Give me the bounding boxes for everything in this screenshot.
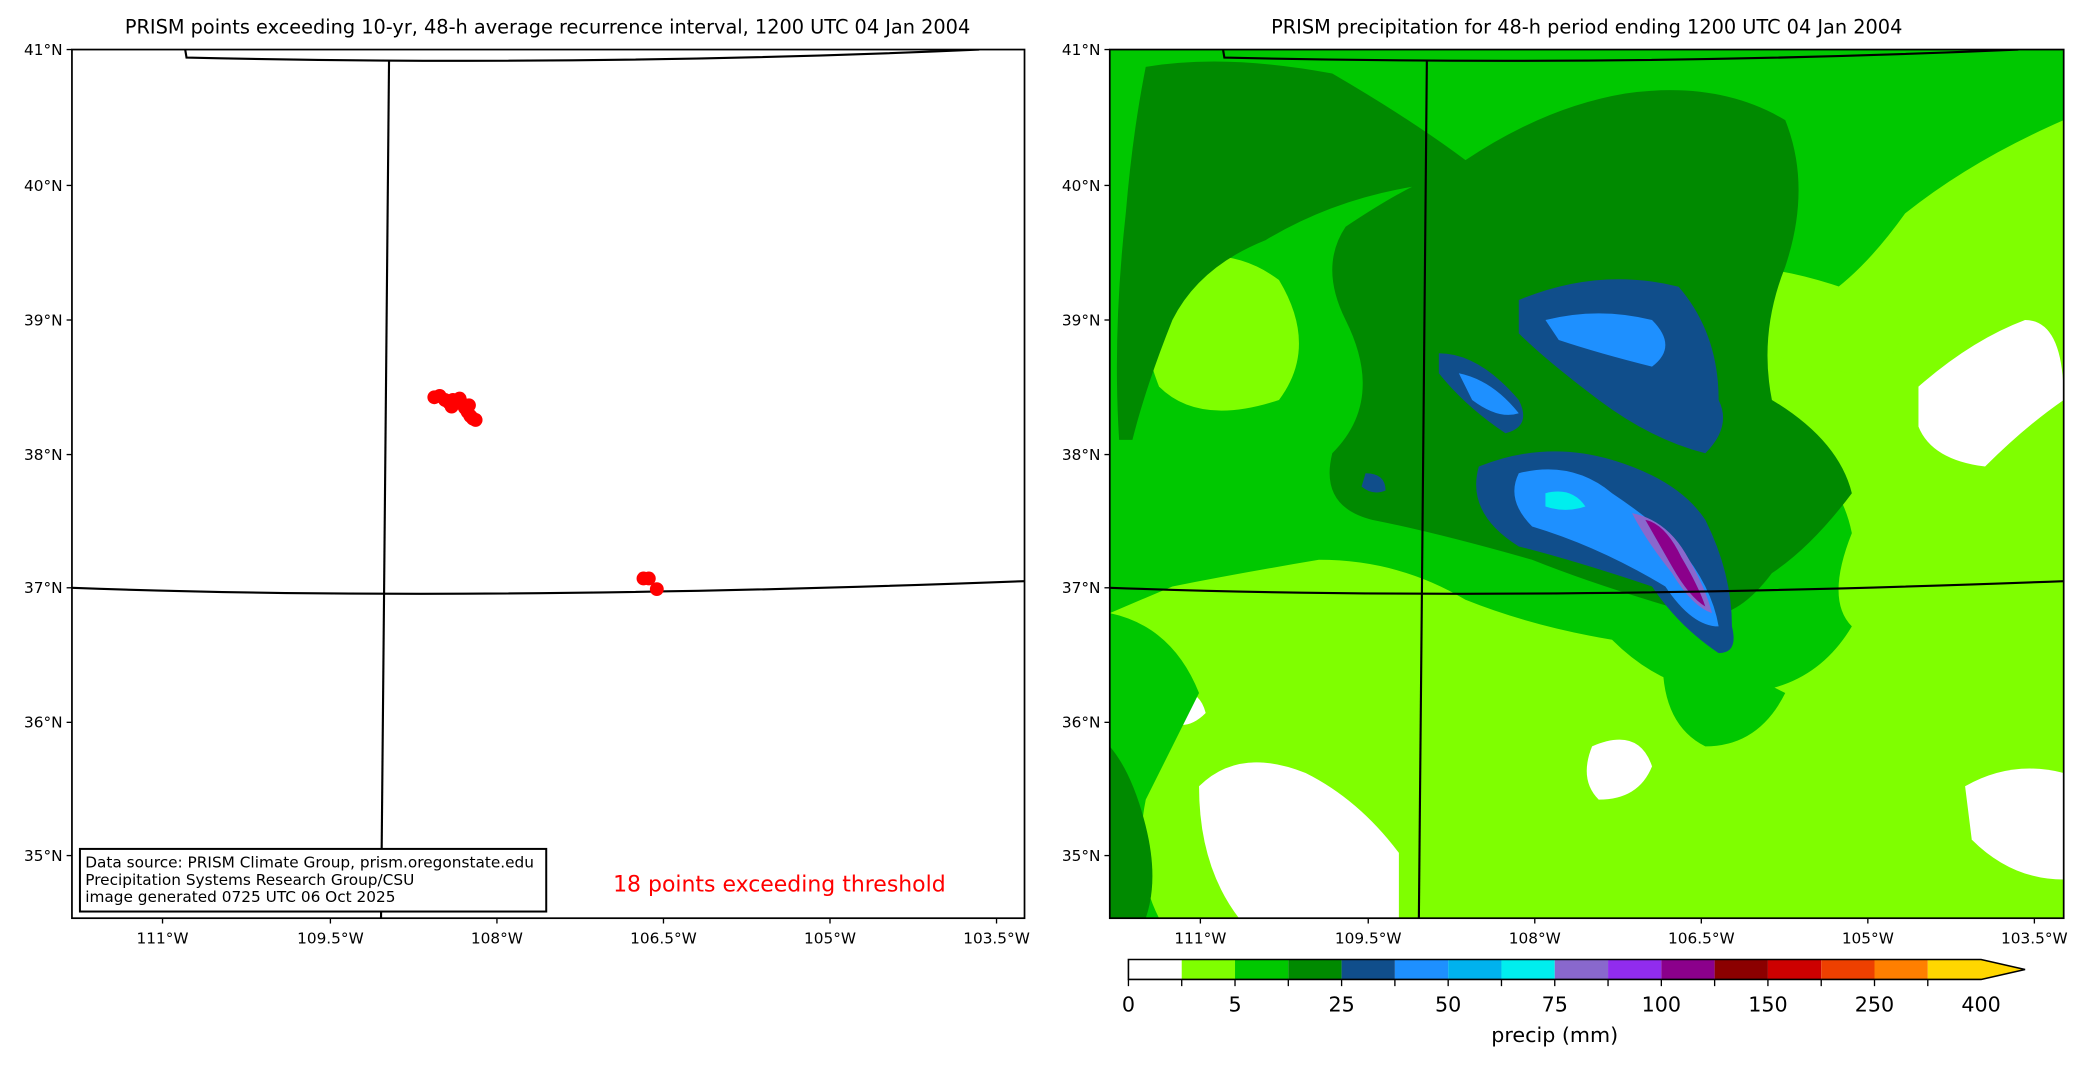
colorbar-segment <box>1874 959 1928 980</box>
source-line-2: Precipitation Systems Research Group/CSU <box>85 871 414 889</box>
colorbar-extend-arrow <box>1927 959 2026 980</box>
lon-tick-label: 106.5°W <box>630 930 697 948</box>
lat-tick-label: 35°N <box>1062 847 1101 865</box>
colorbar-segment <box>1181 959 1236 980</box>
lat-tick-label: 36°N <box>24 714 63 732</box>
colorbar-tick-label: 50 <box>1435 992 1461 1016</box>
lon-tick-label: 106.5°W <box>1668 930 1735 948</box>
colorbar-tick-label: 5 <box>1228 992 1241 1016</box>
colorbar-segment <box>1501 959 1555 980</box>
colorbar-label: precip (mm) <box>1491 1023 1618 1047</box>
colorbar-segment <box>1341 959 1395 980</box>
lon-tick-label: 103.5°W <box>963 930 1030 948</box>
lat-tick-label: 39°N <box>1062 311 1101 329</box>
lat-tick-label: 39°N <box>24 311 63 329</box>
exceedance-count: 18 points exceeding threshold <box>613 873 946 898</box>
lat-tick-label: 37°N <box>1062 579 1101 597</box>
lat-tick-label: 38°N <box>24 446 63 464</box>
colorbar-segment <box>1554 959 1609 980</box>
colorbar-segment <box>1235 959 1289 980</box>
source-line-3: image generated 0725 UTC 06 Oct 2025 <box>85 888 395 906</box>
colorbar-segment <box>1714 959 1768 980</box>
lat-tick-label: 41°N <box>24 41 63 59</box>
colorbar-tick-label: 150 <box>1748 992 1787 1016</box>
colorbar: 0 5 25 50 75 100 150 250 400 <box>1122 958 2026 1016</box>
lat-tick-label: 35°N <box>24 847 63 865</box>
colorbar-segment <box>1128 959 1182 980</box>
colorbar-tick-label: 0 <box>1122 992 1135 1016</box>
colorbar-segment <box>1767 959 1822 980</box>
lon-tick-label: 105°W <box>1842 930 1894 948</box>
lon-tick-label: 105°W <box>804 930 856 948</box>
exceedance-point <box>649 582 664 597</box>
source-box: Data source: PRISM Climate Group, prism.… <box>78 847 548 913</box>
colorbar-segment <box>1448 959 1502 980</box>
colorbar-segment <box>1821 959 1875 980</box>
exceedance-point <box>462 398 476 413</box>
colorbar-segment <box>1661 959 1715 980</box>
colorbar-tick-label: 75 <box>1542 992 1568 1016</box>
left-map: Data source: PRISM Climate Group, prism.… <box>71 48 1026 920</box>
colorbar-tick-label: 100 <box>1642 992 1681 1016</box>
right-axis-ticks: 41°N 40°N 39°N 38°N 37°N 36°N 35°N 111°W 109.5°W… <box>1062 41 2068 948</box>
right-map <box>1108 48 2065 920</box>
lon-tick-label: 111°W <box>137 930 189 948</box>
lon-tick-label: 108°W <box>1509 930 1561 948</box>
lon-tick-label: 103.5°W <box>2001 930 2068 948</box>
lat-tick-label: 37°N <box>24 579 63 597</box>
state-boundaries <box>71 49 1025 919</box>
right-panel-title: PRISM precipitation for 48-h period endi… <box>1271 16 1902 39</box>
lat-tick-label: 40°N <box>1062 177 1101 195</box>
lon-tick-label: 111°W <box>1174 930 1226 948</box>
colorbar-segment <box>1608 959 1662 980</box>
exceedance-point <box>641 571 656 586</box>
left-axis-ticks: 41°N 40°N 39°N 38°N 37°N 36°N 35°N 111°W 109.5°W… <box>24 41 1030 948</box>
colorbar-segment <box>1288 959 1342 980</box>
lat-tick-label: 40°N <box>24 177 63 195</box>
lon-tick-label: 109.5°W <box>1335 930 1402 948</box>
colorbar-tick-label: 25 <box>1328 992 1354 1016</box>
exceedance-point <box>444 399 459 414</box>
colorbar-tick-label: 250 <box>1855 992 1894 1016</box>
precip-field <box>1109 49 2064 919</box>
colorbar-tick-label: 400 <box>1961 992 2000 1016</box>
exceedance-point <box>468 412 483 427</box>
left-panel-title: PRISM points exceeding 10-yr, 48-h avera… <box>125 16 970 39</box>
lat-tick-label: 41°N <box>1062 41 1101 59</box>
source-line-1: Data source: PRISM Climate Group, prism.… <box>85 854 534 872</box>
colorbar-segment <box>1394 959 1449 980</box>
lon-tick-label: 108°W <box>471 930 523 948</box>
state-boundaries <box>1109 49 2064 919</box>
lat-tick-label: 38°N <box>1062 446 1101 464</box>
exceedance-points <box>427 389 664 597</box>
lat-tick-label: 36°N <box>1062 714 1101 732</box>
lon-tick-label: 109.5°W <box>297 930 364 948</box>
